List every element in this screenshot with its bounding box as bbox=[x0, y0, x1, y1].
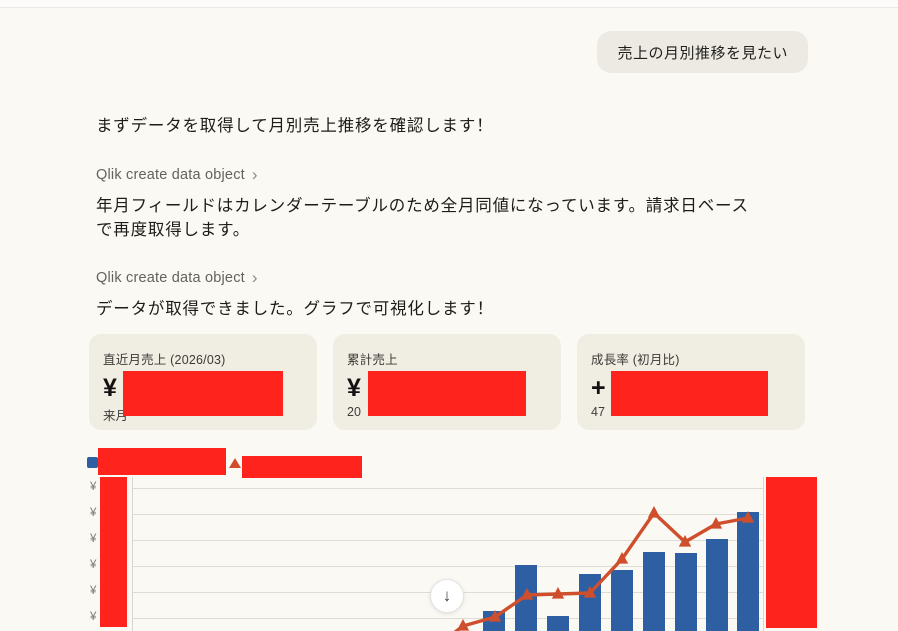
assistant-message-2: 年月フィールドはカレンダーテーブルのため全月同値になっています。請求日ベースで再… bbox=[96, 196, 749, 239]
y-axis-tick-label: ¥ bbox=[90, 585, 97, 597]
y-axis-tick-label: ¥ bbox=[90, 611, 97, 623]
chart-gridline bbox=[132, 514, 763, 515]
tool-call-label: Qlik create data object bbox=[96, 167, 245, 183]
legend-bar-series-marker[interactable] bbox=[87, 457, 98, 468]
user-message-bubble: 売上の月別推移を見たい bbox=[597, 31, 808, 73]
assistant-message-3: データが取得できました。グラフで可視化します！ bbox=[96, 299, 494, 318]
top-divider bbox=[0, 0, 898, 8]
line-triangle-marker bbox=[647, 506, 661, 518]
user-message-text: 売上の月別推移を見たい bbox=[617, 45, 788, 62]
line-triangle-marker bbox=[709, 517, 723, 529]
chart-gridline bbox=[132, 566, 763, 567]
sales-bar[interactable] bbox=[547, 616, 569, 631]
y-axis-tick-label: ¥ bbox=[90, 481, 97, 493]
tool-call-label: Qlik create data object bbox=[96, 270, 245, 286]
kpi-value: + bbox=[591, 374, 606, 402]
arrow-down-icon: ↓ bbox=[442, 586, 452, 605]
sales-bar[interactable] bbox=[579, 574, 601, 631]
redaction-legend-label-1 bbox=[98, 448, 226, 475]
sales-bar[interactable] bbox=[737, 512, 759, 631]
chart-gridline bbox=[132, 540, 763, 541]
redaction-kpi-1-value bbox=[123, 371, 283, 416]
kpi-value: ¥ bbox=[347, 374, 361, 402]
tool-call-link-2[interactable]: Qlik create data object › bbox=[96, 268, 258, 288]
line-triangle-marker bbox=[456, 619, 470, 631]
chart-axis-border bbox=[763, 477, 764, 631]
kpi-label: 累計売上 bbox=[347, 353, 398, 367]
tool-call-link-1[interactable]: Qlik create data object › bbox=[96, 165, 258, 185]
line-triangle-marker bbox=[615, 552, 629, 564]
legend-line-series-marker[interactable] bbox=[229, 458, 241, 468]
redaction-kpi-2-value bbox=[368, 371, 526, 416]
kpi-subtext: 20 bbox=[347, 405, 361, 419]
redaction-y-axis-values bbox=[100, 477, 127, 627]
sales-bar[interactable] bbox=[675, 553, 697, 631]
kpi-value: ¥ bbox=[103, 374, 117, 402]
y-axis-tick-label: ¥ bbox=[90, 559, 97, 571]
kpi-label: 直近月売上 (2026/03) bbox=[103, 353, 226, 367]
kpi-subtext: 来月 bbox=[103, 409, 129, 423]
chevron-right-icon: › bbox=[251, 165, 258, 184]
sales-bar[interactable] bbox=[483, 611, 505, 631]
sales-bar[interactable] bbox=[611, 570, 633, 631]
y-axis-tick-label: ¥ bbox=[90, 533, 97, 545]
sales-bar[interactable] bbox=[643, 552, 665, 631]
y-axis-tick-label: ¥ bbox=[90, 507, 97, 519]
chart-axis-border bbox=[132, 477, 133, 631]
redaction-chart-right bbox=[766, 477, 817, 628]
redaction-legend-label-2 bbox=[242, 456, 362, 478]
assistant-message-1: まずデータを取得して月別売上推移を確認します！ bbox=[96, 116, 494, 135]
chevron-right-icon: › bbox=[251, 268, 258, 287]
chart-gridline bbox=[132, 488, 763, 489]
redaction-kpi-3-value bbox=[611, 371, 768, 416]
kpi-subtext: 47 bbox=[591, 405, 605, 419]
chart-gridline bbox=[132, 618, 763, 619]
kpi-label: 成長率 (初月比) bbox=[591, 353, 680, 367]
sales-bar[interactable] bbox=[515, 565, 537, 631]
scroll-to-bottom-button[interactable]: ↓ bbox=[430, 579, 464, 613]
sales-bar[interactable] bbox=[706, 539, 728, 631]
